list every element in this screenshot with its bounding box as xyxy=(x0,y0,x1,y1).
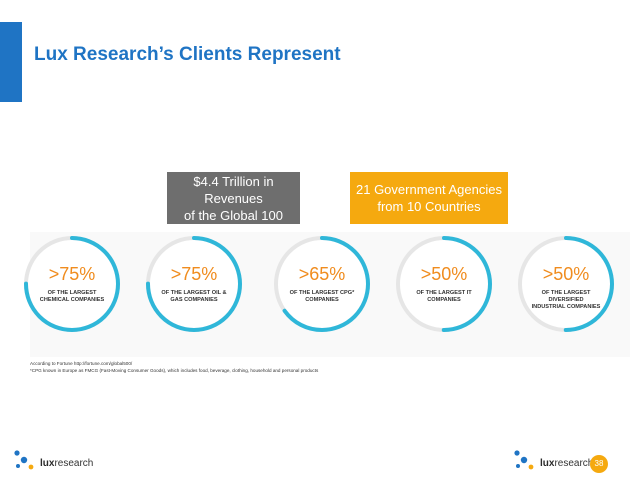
page-number: 38 xyxy=(590,455,608,473)
stat-cpg: >65% OF THE LARGEST CPG* COMPANIES xyxy=(270,232,374,336)
stat-label: OF THE LARGEST CHEMICAL COMPANIES xyxy=(39,290,105,303)
stat-value: >50% xyxy=(542,264,590,284)
stat-label: OF THE LARGEST IT COMPANIES xyxy=(416,290,472,303)
lux-logo-wordmark: luxresearch xyxy=(40,458,94,469)
stat-ring xyxy=(274,236,370,332)
lux-logo-icon xyxy=(14,450,34,470)
stat-label: OF THE LARGEST DIVERSIFIED INDUSTRIAL CO… xyxy=(531,290,601,310)
stat-value: >50% xyxy=(420,264,468,284)
stat-value: >75% xyxy=(48,264,96,284)
title-accent-bar xyxy=(0,22,22,102)
stat-ring xyxy=(24,236,120,332)
stat-oil-gas: >75% OF THE LARGEST OIL & GAS COMPANIES xyxy=(142,232,246,336)
stat-it: >50% OF THE LARGEST IT COMPANIES xyxy=(392,232,496,336)
stat-industrial: >50% OF THE LARGEST DIVERSIFIED INDUSTRI… xyxy=(514,232,618,336)
stat-value: >65% xyxy=(298,264,346,284)
lux-logo-icon xyxy=(514,450,534,470)
footnote-source: According to Fortune http://fortune.com/… xyxy=(30,361,133,366)
revenue-callout-text: $4.4 Trillion in Revenues of the Global … xyxy=(183,173,284,223)
government-callout-text: 21 Government Agencies from 10 Countries xyxy=(356,182,502,214)
revenue-callout: $4.4 Trillion in Revenues of the Global … xyxy=(167,172,300,224)
lux-logo-wordmark: luxresearch xyxy=(540,458,594,469)
government-callout: 21 Government Agencies from 10 Countries xyxy=(350,172,508,224)
stat-value: >75% xyxy=(170,264,218,284)
stat-label: OF THE LARGEST CPG* COMPANIES xyxy=(289,290,355,303)
stat-chemical: >75% OF THE LARGEST CHEMICAL COMPANIES xyxy=(20,232,124,336)
stat-ring xyxy=(146,236,242,332)
stat-ring xyxy=(396,236,492,332)
footnote-cpg: *CPG known in Europe as FMCG (Fast-Movin… xyxy=(30,368,319,373)
slide-title: Lux Research’s Clients Represent xyxy=(34,44,341,65)
stat-ring xyxy=(518,236,614,332)
stat-label: OF THE LARGEST OIL & GAS COMPANIES xyxy=(161,290,227,303)
